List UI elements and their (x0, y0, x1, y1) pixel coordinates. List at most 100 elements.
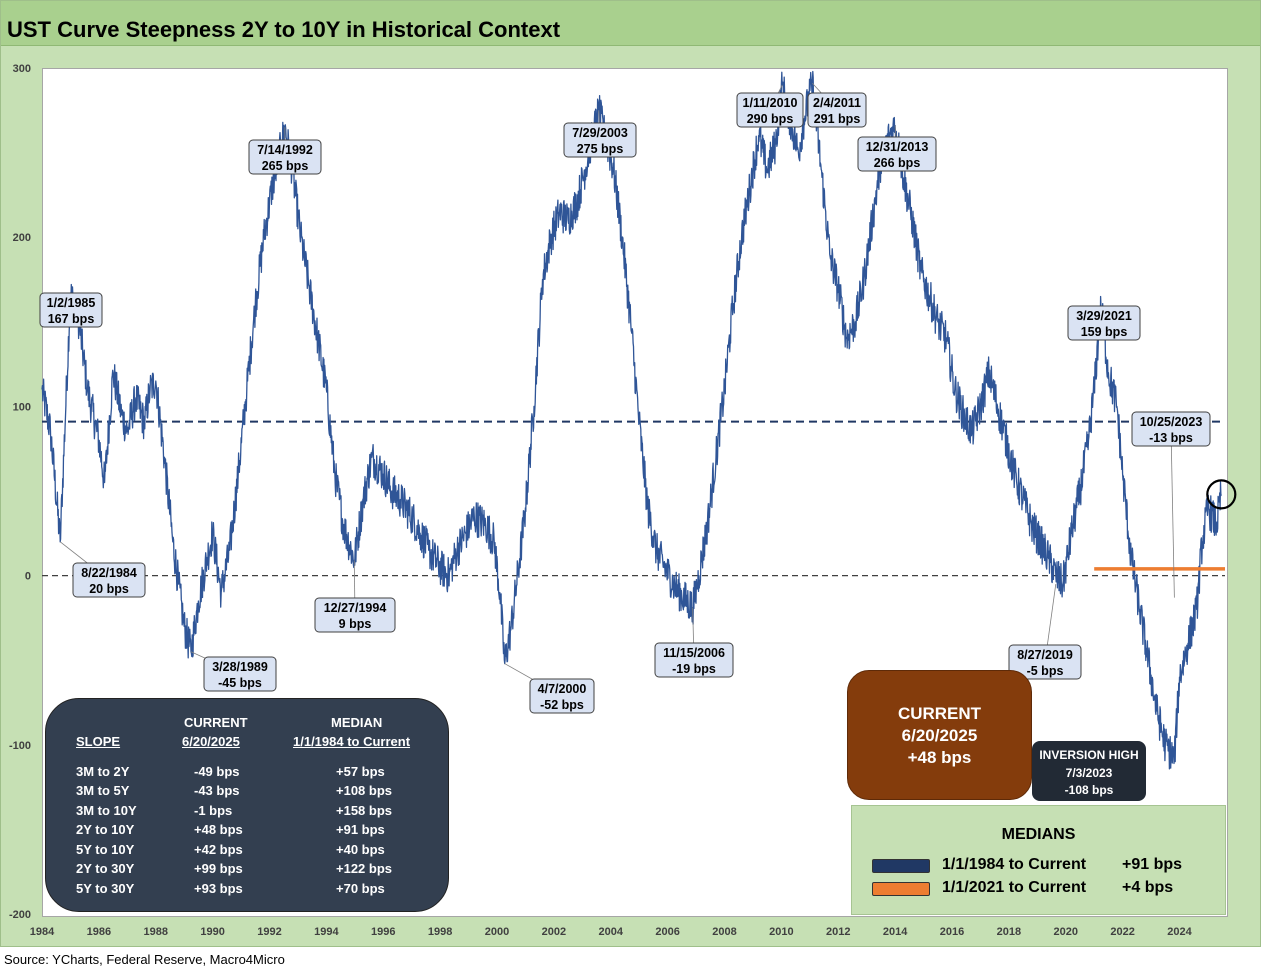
inversion-date: 7/3/2023 (1065, 766, 1113, 780)
slope-name-cell: 3M to 5Y (76, 783, 130, 798)
x-tick-label: 2022 (1110, 926, 1134, 938)
y-tick-label: 0 (25, 571, 31, 583)
median-label-recent: 1/1/2021 to Current (942, 879, 1087, 896)
annotation-date: 12/27/1994 (324, 601, 387, 615)
current-label: CURRENT (897, 704, 982, 723)
x-tick-label: 2020 (1054, 926, 1078, 938)
annotation-date: 8/27/2019 (1017, 648, 1073, 662)
slope-current-cell: -49 bps (194, 764, 240, 779)
x-tick-label: 2000 (485, 926, 509, 938)
annotation-value: 265 bps (262, 159, 309, 173)
slope-current-cell: +42 bps (194, 842, 243, 857)
slope-name-cell: 2Y to 10Y (76, 822, 135, 837)
annotation-value: -45 bps (218, 676, 262, 690)
annotation-date: 7/14/1992 (257, 143, 313, 157)
annotation-box (529, 678, 595, 714)
annotation-value: -19 bps (672, 662, 716, 676)
x-tick-label: 1996 (371, 926, 395, 938)
x-tick-label: 2018 (997, 926, 1021, 938)
slope-table-row: 3M to 5Y -43 bps +108 bps (46, 783, 448, 802)
slope-name-cell: 2Y to 30Y (76, 861, 135, 876)
x-tick-label: 2012 (826, 926, 850, 938)
annotation-date: 10/25/2023 (1140, 415, 1203, 429)
annotation-box (314, 597, 396, 633)
slope-name-cell: 3M to 10Y (76, 803, 137, 818)
annotation-box (736, 92, 804, 128)
y-tick-label: -200 (9, 909, 31, 921)
legend-swatch-recent (872, 882, 930, 896)
y-tick-label: -100 (9, 740, 31, 752)
slope-name-cell: 5Y to 10Y (76, 842, 135, 857)
slope-current-cell: +48 bps (194, 822, 243, 837)
x-tick-label: 2004 (599, 926, 624, 938)
annotation-value: -52 bps (540, 698, 584, 712)
y-tick-label: 200 (13, 232, 31, 244)
col-slope-header: SLOPE (76, 734, 121, 749)
legend-swatch-full (872, 859, 930, 873)
slope-current-cell: +93 bps (194, 881, 243, 896)
annotation-value: -5 bps (1027, 664, 1064, 678)
slope-table-row: 3M to 10Y -1 bps +158 bps (46, 803, 448, 822)
chart-title: UST Curve Steepness 2Y to 10Y in Histori… (7, 17, 561, 42)
col-median-range: 1/1/1984 to Current (293, 734, 411, 749)
slope-table: CURRENT MEDIAN SLOPE 6/20/2025 1/1/1984 … (45, 698, 449, 912)
annotation-value: 275 bps (577, 142, 624, 156)
current-value-box: CURRENT 6/20/2025 +48 bps (847, 670, 1032, 800)
x-tick-label: 1986 (87, 926, 111, 938)
annotation-value: 266 bps (874, 156, 921, 170)
inversion-high-box: INVERSION HIGH 7/3/2023 -108 bps (1032, 741, 1146, 801)
annotation-date: 1/2/1985 (47, 296, 96, 310)
annotation-date: 2/4/2011 (813, 96, 861, 110)
annotation-value: -13 bps (1149, 431, 1193, 445)
x-tick-label: 1984 (30, 926, 55, 938)
slope-median-cell: +70 bps (336, 881, 385, 896)
annotation-box (1008, 644, 1082, 680)
x-tick-label: 1994 (314, 926, 339, 938)
slope-table-row: 5Y to 10Y +42 bps +40 bps (46, 842, 448, 861)
annotation-date: 3/29/2021 (1076, 309, 1132, 323)
slope-current-cell: -1 bps (194, 803, 233, 818)
annotation-box (248, 139, 322, 175)
current-date: 6/20/2025 (901, 726, 978, 745)
slope-median-cell: +108 bps (336, 783, 393, 798)
x-tick-label: 2006 (655, 926, 679, 938)
current-value: +48 bps (907, 748, 972, 767)
annotation-value: 291 bps (814, 112, 861, 126)
source-note: Source: YCharts, Federal Reserve, Macro4… (4, 952, 285, 967)
x-tick-label: 1992 (257, 926, 281, 938)
x-tick-label: 2010 (769, 926, 793, 938)
current-point-marker (1206, 479, 1237, 510)
slope-current-cell: +99 bps (194, 861, 243, 876)
x-tick-label: 1990 (200, 926, 224, 938)
annotation-date: 11/15/2006 (663, 646, 725, 660)
x-tick-label: 2002 (542, 926, 566, 938)
x-tick-label: 2008 (712, 926, 736, 938)
x-tick-label: 1988 (144, 926, 168, 938)
slope-median-cell: +158 bps (336, 803, 393, 818)
slope-table-row: 2Y to 10Y +48 bps +91 bps (46, 822, 448, 841)
slope-median-cell: +57 bps (336, 764, 385, 779)
annotation-box (72, 562, 146, 598)
annotation-date: 1/11/2010 (743, 96, 798, 110)
x-tick-label: 2024 (1167, 926, 1192, 938)
slope-current-cell: -43 bps (194, 783, 240, 798)
title-bar: UST Curve Steepness 2Y to 10Y in Histori… (1, 1, 1260, 46)
slope-median-cell: +40 bps (336, 842, 385, 857)
medians-legend: MEDIANS 1/1/1984 to Current +91 bps 1/1/… (851, 805, 1226, 915)
slope-table-row: 3M to 2Y -49 bps +57 bps (46, 764, 448, 783)
median-value-full: +91 bps (1122, 856, 1183, 873)
annotation-date: 4/7/2000 (538, 682, 587, 696)
medians-title: MEDIANS (1001, 826, 1076, 843)
annotation-box (1131, 411, 1211, 447)
annotation-leader (1170, 428, 1175, 598)
annotation-value: 9 bps (339, 617, 372, 631)
slope-table-row: 2Y to 30Y +99 bps +122 bps (46, 861, 448, 880)
slope-name-cell: 5Y to 30Y (76, 881, 135, 896)
median-row-recent: 1/1/2021 to Current +4 bps (872, 879, 1212, 899)
annotation-date: 12/31/2013 (866, 140, 929, 154)
spread-series-line (41, 70, 1222, 770)
slope-name-cell: 3M to 2Y (76, 764, 130, 779)
annotation-value: 167 bps (48, 312, 95, 326)
slope-median-cell: +91 bps (336, 822, 385, 837)
annotation-value: 159 bps (1081, 325, 1128, 339)
